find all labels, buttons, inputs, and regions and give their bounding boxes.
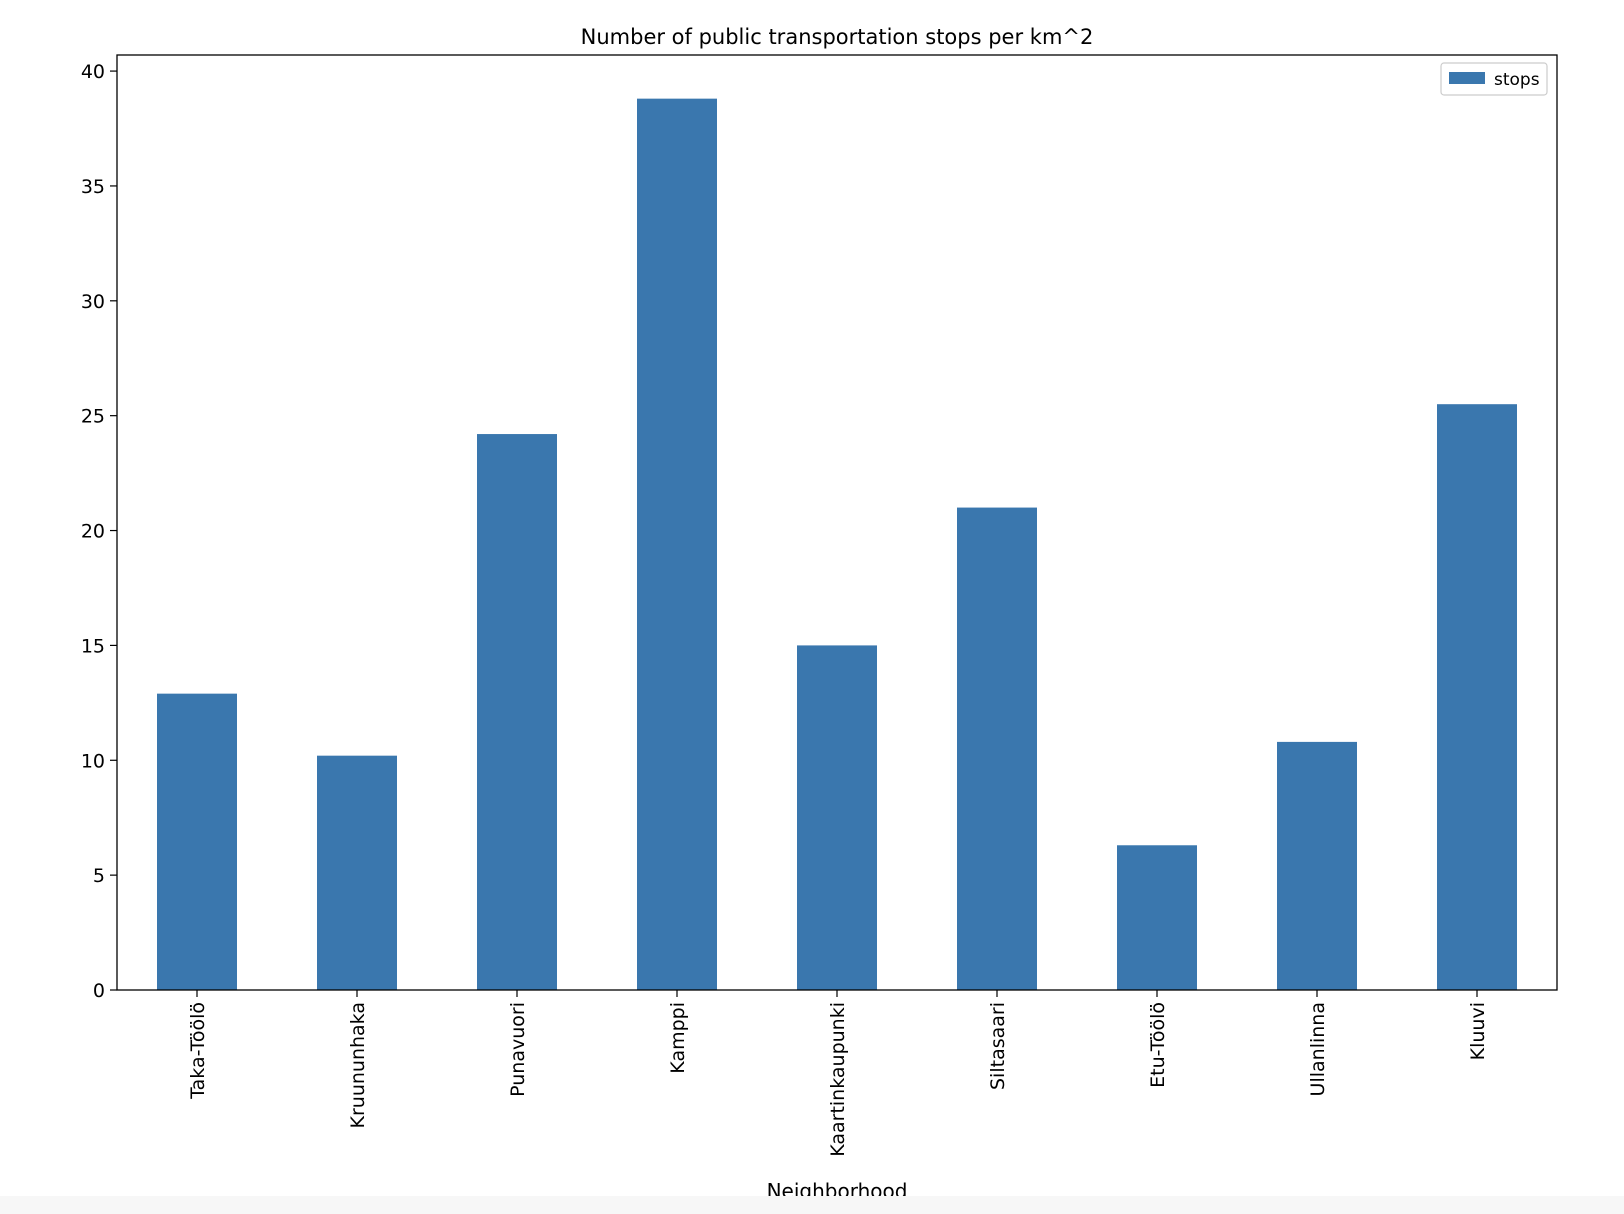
y-tick-label-8: 40 xyxy=(81,61,105,83)
bar-2 xyxy=(477,434,557,990)
bar-8 xyxy=(1437,404,1517,990)
y-tick-label-3: 15 xyxy=(81,635,105,657)
y-axis: 0 5 10 15 20 25 30 35 40 xyxy=(81,61,117,1002)
y-tick-label-2: 10 xyxy=(81,750,105,772)
y-tick-label-4: 20 xyxy=(81,521,105,543)
y-tick-label-1: 5 xyxy=(93,865,105,887)
x-tick-label-7: Ullanlinna xyxy=(1307,1002,1329,1096)
bar-1 xyxy=(317,755,397,990)
y-tick-label-5: 25 xyxy=(81,406,105,428)
bottom-strip xyxy=(0,1196,1624,1214)
legend-label: stops xyxy=(1494,70,1540,90)
bar-6 xyxy=(1117,845,1197,990)
legend-box xyxy=(1440,62,1548,96)
chart-title: Number of public transportation stops pe… xyxy=(581,25,1094,49)
bar-7 xyxy=(1277,741,1357,990)
bars-group xyxy=(157,98,1517,990)
x-tick-label-0: Taka-Töölö xyxy=(187,1002,209,1100)
x-tick-label-1: Kruununhaka xyxy=(347,1002,369,1128)
legend: stops xyxy=(1440,62,1548,96)
y-tick-label-0: 0 xyxy=(93,980,105,1002)
bar-4 xyxy=(797,645,877,990)
x-axis: Taka-Töölö Kruununhaka Punavuori Kamppi Kaar… xyxy=(187,990,1489,1157)
x-tick-label-3: Kamppi xyxy=(667,1002,689,1074)
x-tick-label-8: Kluuvi xyxy=(1467,1002,1489,1060)
plot-frame xyxy=(116,54,1558,991)
y-tick-label-6: 30 xyxy=(81,291,105,313)
bar-3 xyxy=(637,98,717,990)
bar-5 xyxy=(957,507,1037,990)
legend-swatch xyxy=(1449,72,1485,84)
x-tick-label-4: Kaartinkaupunki xyxy=(827,1002,849,1157)
bar-0 xyxy=(157,693,237,990)
x-tick-label-2: Punavuori xyxy=(507,1002,529,1097)
x-tick-label-5: Siltasaari xyxy=(987,1002,1009,1090)
y-tick-label-7: 35 xyxy=(81,176,105,198)
x-tick-label-6: Etu-Töölö xyxy=(1147,1002,1169,1088)
